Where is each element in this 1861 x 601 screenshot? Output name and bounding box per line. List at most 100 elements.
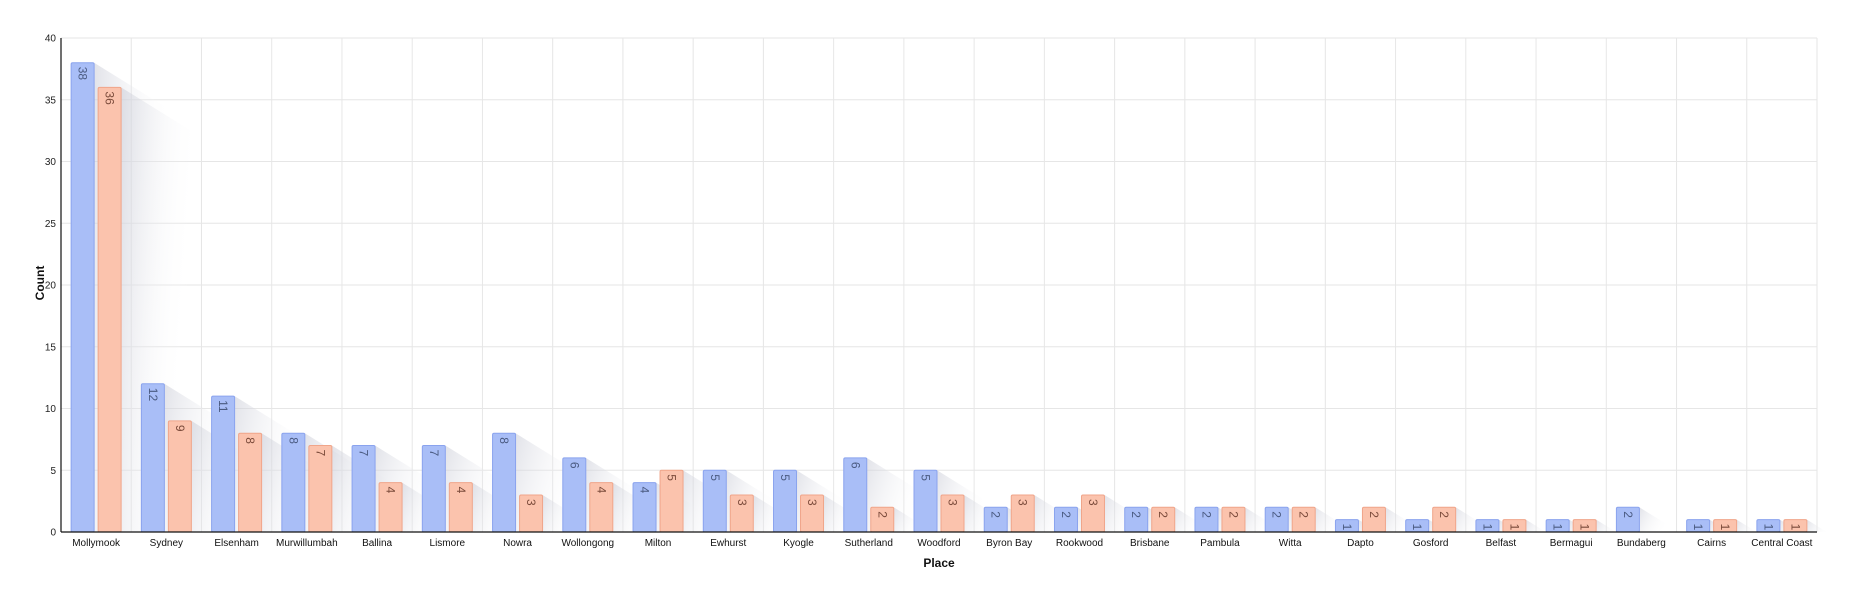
bar-value-label: 5 [665,474,679,481]
x-tick-label: Sydney [150,538,183,549]
x-tick-label: Byron Bay [986,538,1032,549]
bar-value-label: 38 [76,67,90,81]
y-tick-label: 5 [50,466,56,477]
bar-value-label: 3 [805,499,819,506]
bar-value-label: 8 [243,437,257,444]
y-tick-label: 25 [45,219,57,230]
bar-value-label: 1 [1578,524,1592,531]
x-tick-label: Sutherland [845,538,893,549]
y-tick-label: 40 [45,34,57,45]
bar [140,383,165,533]
bar-value-label: 2 [1129,511,1143,518]
bar [70,62,95,533]
bar-value-label: 7 [427,450,441,457]
bar-value-label: 8 [497,437,511,444]
y-axis-title: Count [33,266,47,301]
bar [492,432,517,533]
bar-value-label: 2 [1156,511,1170,518]
bar-value-label: 3 [1086,499,1100,506]
bar-shadow [1806,519,1834,537]
bar-value-label: 4 [454,487,468,494]
bar-value-label: 1 [1507,524,1521,531]
y-tick-label: 15 [45,342,57,353]
y-tick-label: 10 [45,404,57,415]
x-tick-label: Kyogle [783,538,814,549]
x-tick-label: Murwillumbah [276,538,338,549]
bar-value-label: 3 [735,499,749,506]
x-tick-label: Bermagui [1550,538,1593,549]
bar-value-label: 6 [848,462,862,469]
bar-value-label: 4 [594,487,608,494]
x-tick-label: Witta [1279,538,1302,549]
bar-value-label: 1 [1718,524,1732,531]
y-tick-label: 30 [45,157,57,168]
bar [843,457,868,533]
y-tick-label: 35 [45,95,57,106]
bar [421,445,446,533]
y-tick-label: 20 [45,281,57,292]
x-tick-label: Woodford [917,538,960,549]
bar-value-label: 8 [286,437,300,444]
bar-value-label: 2 [1226,511,1240,518]
bar-value-label: 7 [313,450,327,457]
x-tick-label: Pambula [1200,538,1240,549]
x-tick-label: Rookwood [1056,538,1103,549]
x-tick-label: Elsenham [214,538,258,549]
bar-value-label: 1 [1691,524,1705,531]
bar [238,432,263,533]
x-tick-label: Ewhurst [710,538,746,549]
bar [562,457,587,533]
bar-value-label: 2 [1367,511,1381,518]
x-axis-title: Place [923,556,955,570]
bar-value-label: 2 [1297,511,1311,518]
x-tick-label: Bundaberg [1617,538,1666,549]
bar-value-label: 2 [1059,511,1073,518]
bar-value-label: 5 [778,474,792,481]
bar-value-label: 2 [989,511,1003,518]
bar-value-label: 1 [1551,524,1565,531]
bar [211,395,236,533]
bar-value-label: 2 [875,511,889,518]
x-tick-label: Lismore [430,538,466,549]
bar-value-label: 36 [103,91,117,105]
bar-value-label: 1 [1340,524,1354,531]
x-tick-label: Milton [645,538,672,549]
x-tick-label: Central Coast [1751,538,1812,549]
bar-value-label: 3 [524,499,538,506]
bar-value-label: 5 [919,474,933,481]
x-tick-label: Cairns [1697,538,1726,549]
x-tick-label: Belfast [1486,538,1517,549]
bar-value-label: 1 [1480,524,1494,531]
x-tick-label: Dapto [1347,538,1374,549]
x-tick-label: Wollongong [561,538,614,549]
bar [351,445,376,533]
bar-value-label: 2 [1621,511,1635,518]
bar-value-label: 3 [946,499,960,506]
x-tick-label: Nowra [503,538,532,549]
x-tick-label: Brisbane [1130,538,1170,549]
bar-value-label: 2 [1199,511,1213,518]
x-tick-label: Ballina [362,538,392,549]
bar [167,420,192,533]
x-tick-label: Gosford [1413,538,1449,549]
bar-value-label: 2 [1437,511,1451,518]
bar [281,432,306,533]
bar-value-label: 1 [1410,524,1424,531]
bar-value-label: 1 [1788,524,1802,531]
bar [97,86,122,533]
bar-value-label: 11 [216,400,230,413]
bar-value-label: 2 [1270,511,1284,518]
bar-value-label: 1 [1761,524,1775,531]
x-tick-label: Mollymook [72,538,121,549]
bar-value-label: 3 [1016,499,1030,506]
bar [308,445,333,533]
bar-value-label: 5 [708,474,722,481]
bar-value-label: 7 [357,450,371,457]
grid [61,37,1818,533]
bar-value-label: 12 [146,388,160,402]
bar-value-label: 4 [384,487,398,494]
